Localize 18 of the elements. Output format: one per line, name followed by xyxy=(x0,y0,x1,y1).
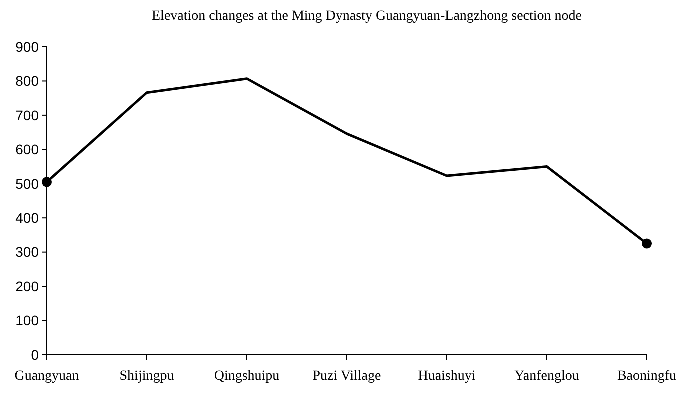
x-tick-label: Guangyuan xyxy=(14,369,80,384)
x-tick-label: Yanfenglou xyxy=(514,369,580,384)
y-tick-label: 200 xyxy=(16,278,40,294)
y-tick-label: 700 xyxy=(16,107,40,124)
x-tick-label: Baoningfu xyxy=(617,369,677,384)
x-tick-label: Qingshuipu xyxy=(214,369,280,384)
y-tick-label: 600 xyxy=(16,142,40,158)
x-tick-label: Puzi Village xyxy=(312,369,382,384)
y-tick-label: 400 xyxy=(16,210,40,226)
y-tick-label: 100 xyxy=(16,312,40,329)
x-tick-label: Shijingpu xyxy=(120,369,174,384)
x-tick-label: Huaishuyi xyxy=(418,369,476,384)
y-tick-label: 900 xyxy=(16,38,40,55)
y-tick-label: 0 xyxy=(31,346,40,363)
y-tick-label: 300 xyxy=(16,244,40,260)
chart-title: Elevation changes at the Ming Dynasty Guangyuan-Langzhong section node xyxy=(152,9,582,24)
y-tick-label: 500 xyxy=(16,176,40,192)
y-tick-label: 800 xyxy=(16,73,40,90)
